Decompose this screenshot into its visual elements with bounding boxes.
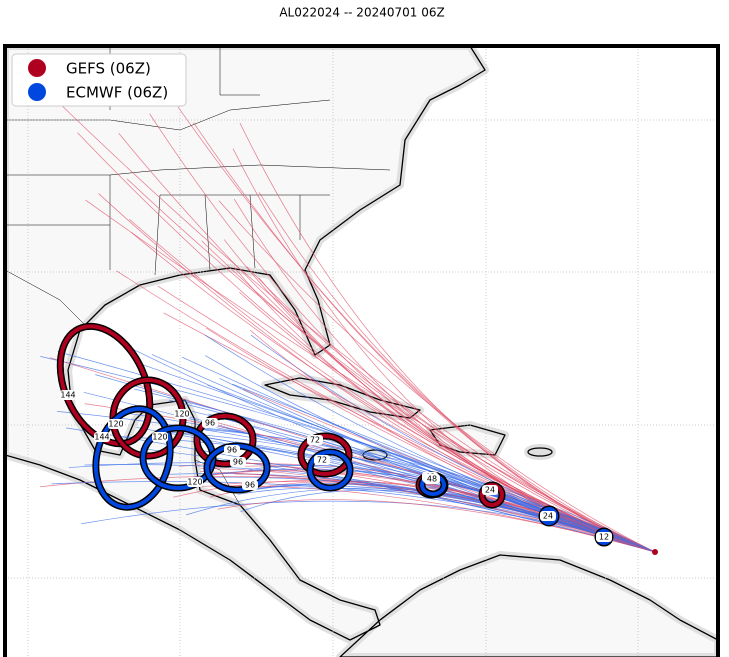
- label-bg: [242, 480, 258, 490]
- label-bg: [540, 511, 556, 521]
- forecast-hour-label: 96: [227, 446, 237, 455]
- title: AL022024 -- 20240701 06Z: [279, 6, 444, 20]
- label-bg: [224, 445, 240, 455]
- label-bg: [187, 477, 203, 487]
- ensemble-track: [218, 200, 656, 553]
- label-bg: [94, 432, 110, 442]
- legend-label: ECMWF (06Z): [66, 84, 168, 102]
- map-frame: [3, 44, 720, 657]
- forecast-hour-label: 96: [205, 419, 215, 428]
- forecast-hour-label: 24: [543, 512, 553, 521]
- label-bg: [174, 409, 190, 419]
- legend: GEFS (06Z) ECMWF (06Z): [11, 53, 187, 107]
- storm-origin: [652, 549, 658, 555]
- ensemble-track: [232, 383, 656, 553]
- forecast-hour-label: 72: [310, 436, 320, 445]
- forecast-hour-label: 120: [152, 433, 167, 442]
- forecast-hour-label: 120: [174, 410, 189, 419]
- map: 1441201209696724824144120120969672482412: [5, 46, 718, 657]
- ensemble-track: [217, 499, 656, 553]
- ensemble-track: [95, 374, 656, 553]
- label-bg: [314, 455, 330, 465]
- legend-label: GEFS (06Z): [66, 60, 151, 78]
- uncertainty-ellipses: 1441201209696724824144120120969672482412: [56, 322, 658, 555]
- forecast-hour-label: 12: [599, 533, 609, 542]
- label-bg: [596, 532, 612, 542]
- label-bg: [482, 485, 498, 495]
- label-bg: [108, 419, 124, 429]
- ellipse: [93, 406, 173, 510]
- forecast-hour-label: 24: [485, 486, 495, 495]
- label-bg: [307, 435, 323, 445]
- forecast-hour-label: 48: [427, 475, 437, 484]
- ensemble-track: [130, 231, 656, 553]
- label-bg: [230, 457, 246, 467]
- graticule: [5, 46, 718, 657]
- label-bg: [202, 418, 218, 428]
- ellipse: [195, 414, 255, 466]
- label-bg: [60, 390, 76, 400]
- forecast-hour-label: 144: [94, 433, 109, 442]
- forecast-hour-label: 120: [187, 478, 202, 487]
- ensemble-track: [85, 199, 656, 553]
- ellipse: [299, 434, 351, 476]
- legend-swatch: [28, 59, 46, 77]
- forecast-hour-label: 72: [317, 456, 327, 465]
- forecast-hour-label: 96: [245, 481, 255, 490]
- ellipse: [308, 450, 352, 490]
- label-bg: [152, 432, 168, 442]
- label-bg: [424, 474, 440, 484]
- forecast-hour-label: 144: [60, 391, 75, 400]
- forecast-hour-label: 96: [233, 458, 243, 467]
- ensemble-track: [56, 100, 656, 553]
- legend-box: [11, 53, 187, 107]
- ensemble-track: [177, 106, 656, 553]
- forecast-hour-label: 120: [108, 420, 123, 429]
- ensemble-track: [232, 148, 656, 553]
- ellipse: [58, 324, 152, 446]
- legend-swatch: [28, 83, 46, 101]
